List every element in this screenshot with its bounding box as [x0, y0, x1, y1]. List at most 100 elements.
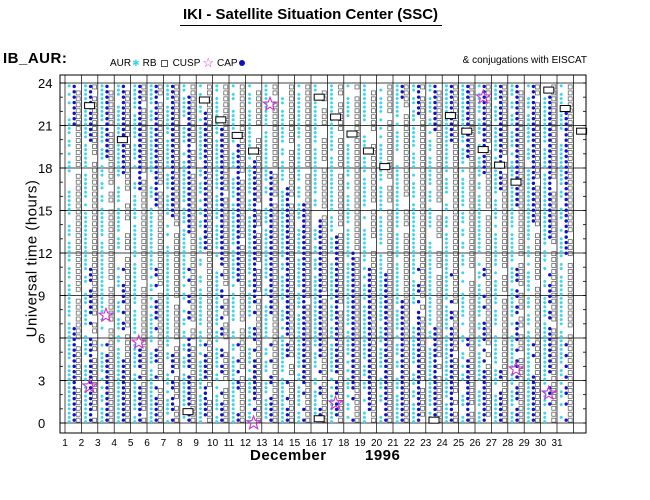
cusp-marker — [223, 376, 229, 381]
cusp-marker — [256, 364, 261, 369]
rb-marker — [466, 90, 470, 94]
cusp-marker — [371, 221, 376, 227]
aur-marker — [346, 360, 350, 364]
aur-marker — [215, 177, 219, 181]
cusp-marker — [403, 263, 409, 268]
cusp-marker — [108, 173, 114, 179]
cusp-marker — [453, 411, 458, 417]
aur-marker — [494, 203, 498, 207]
aur-marker — [395, 211, 399, 215]
cusp-marker — [567, 417, 573, 423]
cusp-marker — [272, 245, 278, 250]
cusp-marker — [502, 114, 507, 120]
rb-marker — [334, 413, 339, 417]
aur-marker — [444, 368, 448, 373]
rb-marker — [531, 407, 536, 412]
cusp-marker — [92, 150, 97, 155]
cusp-marker — [272, 144, 278, 149]
aur-marker — [84, 266, 88, 271]
aur-marker — [280, 118, 284, 122]
aur-marker — [346, 249, 350, 254]
aur-marker — [149, 266, 153, 271]
aur-marker — [510, 211, 514, 215]
rb-marker — [515, 127, 519, 132]
aur-marker — [248, 309, 252, 313]
rb-marker — [482, 273, 486, 277]
cusp-marker — [453, 358, 458, 364]
cusp-marker — [403, 280, 409, 286]
cusp-marker — [125, 257, 130, 262]
cusp-marker — [305, 114, 311, 120]
cusp-marker — [141, 233, 147, 239]
rb-marker — [252, 391, 257, 395]
cusp-marker — [321, 322, 327, 328]
aur-marker — [133, 364, 137, 368]
aur-marker — [264, 330, 268, 334]
rb-marker — [203, 343, 208, 347]
rb-marker — [121, 122, 126, 126]
aur-marker — [395, 262, 399, 266]
cusp-marker — [157, 310, 163, 316]
cusp-marker — [518, 322, 524, 328]
aur-marker — [510, 351, 514, 356]
cusp-marker — [272, 132, 278, 137]
cusp-marker — [75, 251, 81, 256]
aur-marker — [182, 237, 186, 241]
cusp-marker — [469, 382, 475, 387]
cusp-marker — [289, 275, 294, 280]
cusp-marker — [387, 173, 393, 179]
rb-marker — [154, 154, 158, 159]
aur-marker — [100, 113, 104, 118]
cusp-marker — [387, 120, 393, 126]
cusp-marker — [354, 292, 360, 298]
cusp-marker — [223, 394, 229, 399]
aur-marker — [100, 364, 104, 368]
aur-marker — [280, 262, 284, 266]
cusp-marker — [174, 239, 179, 245]
aur-marker — [231, 122, 235, 126]
cusp-marker — [125, 263, 130, 268]
aur-marker — [280, 313, 284, 317]
cusp-marker — [567, 185, 573, 191]
rb-marker — [302, 380, 306, 385]
aur-marker — [67, 394, 71, 398]
aur-marker — [362, 398, 366, 402]
cusp-marker — [518, 233, 524, 239]
cusp-marker — [256, 316, 261, 322]
cusp-marker — [272, 179, 278, 185]
aur-marker — [280, 135, 284, 139]
rb-marker — [482, 418, 486, 422]
rb-marker — [252, 251, 257, 255]
cusp-marker — [502, 84, 507, 90]
aur-marker — [182, 215, 186, 220]
cusp-marker — [469, 328, 475, 334]
aur-marker — [280, 147, 284, 152]
aur-marker — [215, 309, 219, 313]
aur-marker — [84, 398, 88, 402]
aur-marker — [395, 109, 399, 113]
cusp-marker — [141, 156, 147, 161]
aur-marker — [461, 105, 465, 109]
cusp-marker — [256, 405, 261, 411]
rb-marker — [203, 213, 208, 218]
aur-marker — [231, 181, 235, 186]
cusp-marker — [436, 156, 442, 161]
aur-marker — [444, 419, 448, 424]
cusp-marker — [420, 399, 425, 405]
cusp-marker — [567, 239, 573, 245]
cusp-marker — [371, 257, 376, 262]
cusp-marker — [92, 120, 97, 126]
aur-marker — [510, 190, 514, 194]
cusp-marker — [75, 328, 81, 334]
aur-marker — [84, 122, 88, 126]
cusp-marker — [256, 346, 261, 352]
rb-marker — [88, 348, 93, 352]
aur-marker — [84, 160, 88, 164]
cusp-marker — [239, 328, 245, 334]
cusp-marker — [239, 269, 245, 274]
cusp-marker — [453, 233, 458, 239]
aur-marker — [84, 228, 88, 232]
aur-marker — [379, 109, 383, 113]
rb-marker — [367, 359, 372, 363]
rb-marker — [351, 289, 355, 293]
